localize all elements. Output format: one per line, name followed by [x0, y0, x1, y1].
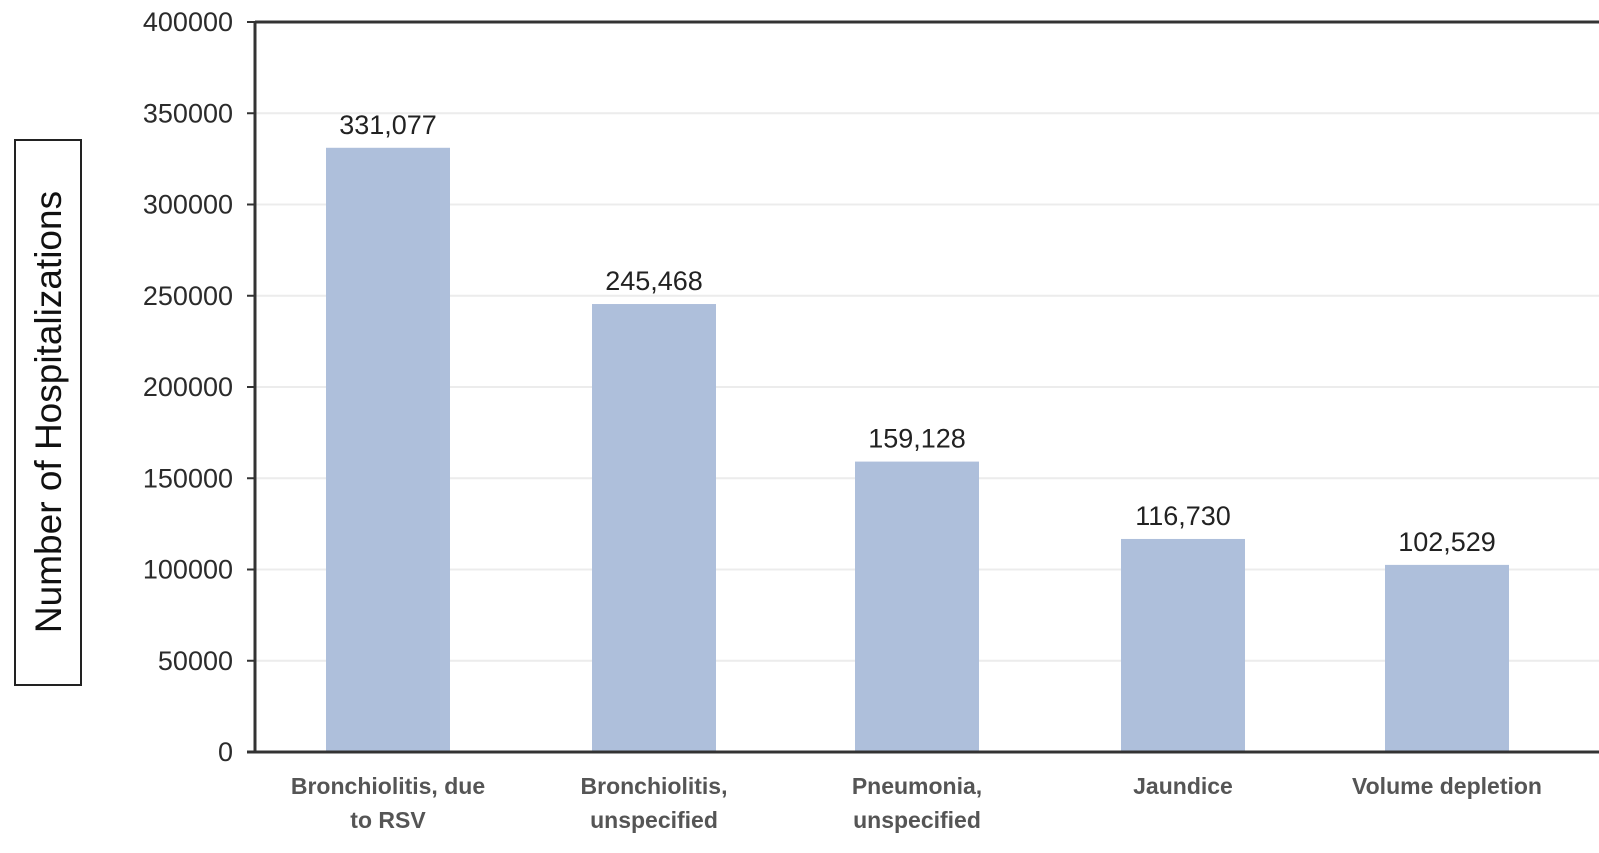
y-tick-label: 350000: [143, 98, 233, 128]
x-category-label: Jaundice: [1133, 773, 1233, 799]
bar-value-label: 159,128: [868, 424, 966, 454]
y-axis-ticks: 0 50000 100000 150000 200000 250000 300000 3500…: [143, 7, 255, 767]
x-category-label: Bronchiolitis, unspecified: [581, 773, 728, 833]
y-tick-label: 0: [218, 737, 233, 767]
bar-value-label: 116,730: [1135, 501, 1231, 531]
bar-value-label: 331,077: [339, 110, 437, 140]
x-category-label: Pneumonia, unspecified: [852, 773, 982, 833]
value-labels: 331,077 245,468 159,128 116,730 102,529: [339, 110, 1496, 557]
y-axis-title-box: [14, 139, 82, 686]
y-axis-title: Number of Hospitalizations: [14, 139, 82, 686]
y-tick-label: 100000: [143, 555, 233, 585]
y-tick-label: 300000: [143, 190, 233, 220]
x-category-label: Bronchiolitis, due to RSV: [291, 773, 485, 833]
bar: [855, 461, 979, 752]
bars: [326, 147, 1509, 752]
bar: [1121, 538, 1245, 752]
y-tick-label: 200000: [143, 372, 233, 402]
bar: [1385, 564, 1509, 752]
x-axis-categories: Bronchiolitis, due to RSV Bronchiolitis, un…: [291, 773, 1542, 833]
bar: [592, 304, 716, 752]
bar-value-label: 102,529: [1398, 527, 1496, 557]
y-tick-label: 400000: [143, 7, 233, 37]
y-tick-label: 250000: [143, 281, 233, 311]
x-category-label: Volume depletion: [1352, 773, 1542, 799]
bar: [326, 147, 450, 752]
y-tick-label: 50000: [158, 646, 233, 676]
y-axis-title-text: Number of Hospitalizations: [28, 191, 69, 633]
bar-value-label: 245,468: [605, 266, 703, 296]
y-tick-label: 150000: [143, 463, 233, 493]
